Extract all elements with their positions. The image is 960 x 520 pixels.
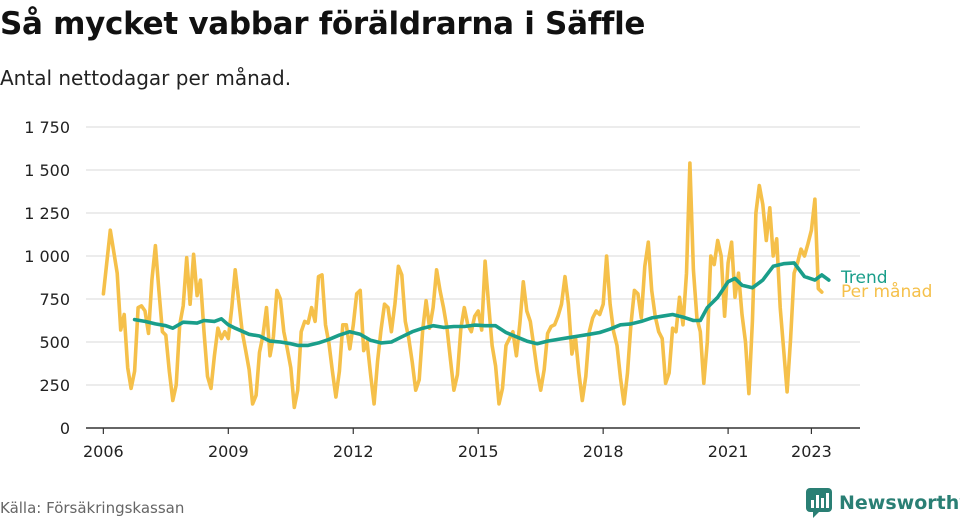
series-line [132,261,831,348]
y-axis-labels: 0 250 500 750 1 000 1 250 1 500 1 750 [24,118,70,438]
x-tick-label: 2006 [83,442,124,461]
chart-series [101,161,831,410]
series-line [101,161,824,410]
y-tick-label: 0 [60,419,70,438]
y-tick-label: 1 000 [24,247,70,266]
x-tick-label: 2015 [458,442,499,461]
x-tick-label: 2012 [333,442,374,461]
x-tick-label: 2023 [791,442,832,461]
x-tick-label: 2018 [583,442,624,461]
y-tick-label: 1 250 [24,204,70,223]
y-tick-label: 1 750 [24,118,70,137]
chart-gridlines [86,126,860,386]
series-label: Trend [840,268,888,288]
y-tick-label: 500 [39,333,70,352]
page-title: Så mycket vabbar föräldrarna i Säffle [0,6,646,42]
brand-name: Newsworthy [839,492,960,514]
x-tick-label: 2009 [208,442,249,461]
series-label: Per månad [841,281,932,302]
y-tick-label: 250 [39,376,70,395]
x-tick-label: 2021 [708,442,749,461]
y-tick-label: 750 [39,290,70,309]
source-note: Källa: Försäkringskassan [0,499,185,517]
x-axis: 2006 2009 2012 2015 2018 2021 2023 [83,427,860,461]
page-subtitle: Antal nettodagar per månad. [0,66,292,90]
y-tick-label: 1 500 [24,161,70,180]
newsworthy-logo-icon [806,488,832,518]
brand-logo[interactable]: Newsworthy [806,488,960,518]
